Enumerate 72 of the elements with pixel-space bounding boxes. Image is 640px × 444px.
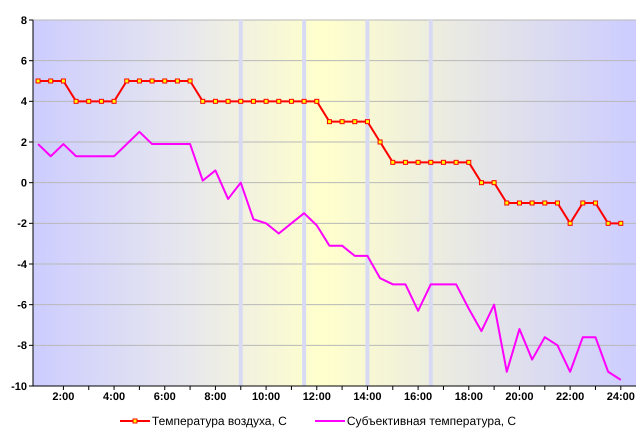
y-tick-label: 0 (20, 178, 27, 190)
point (36, 78, 41, 84)
x-tick-label: 8:00 (204, 390, 226, 403)
y-tick-label: 8 (20, 14, 27, 27)
point (60, 78, 66, 84)
point (326, 119, 332, 124)
y-tick-label: -8 (17, 340, 27, 352)
y-tick-label: 6 (20, 56, 27, 68)
line-series (37, 130, 622, 381)
point (276, 98, 282, 104)
legend-label: Температура воздуха, С (150, 414, 287, 428)
point (428, 160, 434, 165)
point (226, 98, 231, 104)
x-tick-label: 12:00 (302, 390, 331, 403)
point (618, 220, 624, 226)
x-tick-label: 22:00 (556, 390, 584, 403)
y-tick-label: -10 (11, 380, 27, 393)
point (48, 78, 54, 84)
x-tick-label: 24:00 (606, 390, 635, 403)
point (340, 119, 345, 124)
point (288, 98, 294, 104)
point (98, 98, 104, 104)
x-tick-label: 2:00 (52, 390, 74, 403)
point (212, 98, 218, 104)
point (250, 98, 256, 104)
y-tick-label: 2 (20, 136, 27, 149)
y-tick-label: -2 (17, 218, 27, 230)
point (238, 98, 244, 104)
point (606, 220, 611, 226)
point (314, 98, 320, 104)
point (504, 200, 510, 206)
point (74, 98, 79, 104)
legend-label: Субъективная температура, С (346, 414, 516, 428)
point (492, 180, 497, 186)
point (592, 200, 598, 206)
x-tick-label: 14:00 (353, 390, 382, 403)
point (364, 119, 370, 124)
x-tick-label: 20:00 (505, 390, 534, 403)
point (136, 78, 142, 84)
point (162, 78, 168, 84)
point (150, 78, 155, 84)
point (124, 78, 130, 84)
point (86, 98, 92, 104)
point (352, 119, 358, 124)
y-tick-label: -4 (17, 258, 28, 271)
point (378, 140, 383, 144)
point (466, 160, 472, 165)
x-tick-label: 10:00 (252, 390, 280, 403)
point (478, 180, 484, 186)
point (554, 200, 560, 206)
point (264, 98, 269, 104)
point (174, 78, 180, 84)
x-tick-label: 6:00 (154, 390, 176, 403)
x-tick-label: 18:00 (454, 390, 483, 403)
y-tick-label: 4 (20, 96, 28, 108)
point (530, 200, 535, 206)
y-tick-label: -6 (17, 300, 27, 312)
point (188, 78, 193, 84)
point (302, 98, 307, 104)
point (568, 220, 573, 226)
point (402, 160, 408, 165)
point (516, 200, 522, 206)
point (112, 98, 117, 104)
point (440, 160, 446, 165)
x-tick-label: 4:00 (103, 390, 126, 403)
point (390, 160, 396, 165)
point (200, 98, 206, 104)
point (542, 200, 548, 206)
x-tick-label: 16:00 (404, 390, 432, 403)
point (580, 200, 586, 206)
point (454, 160, 459, 165)
point (416, 160, 421, 165)
